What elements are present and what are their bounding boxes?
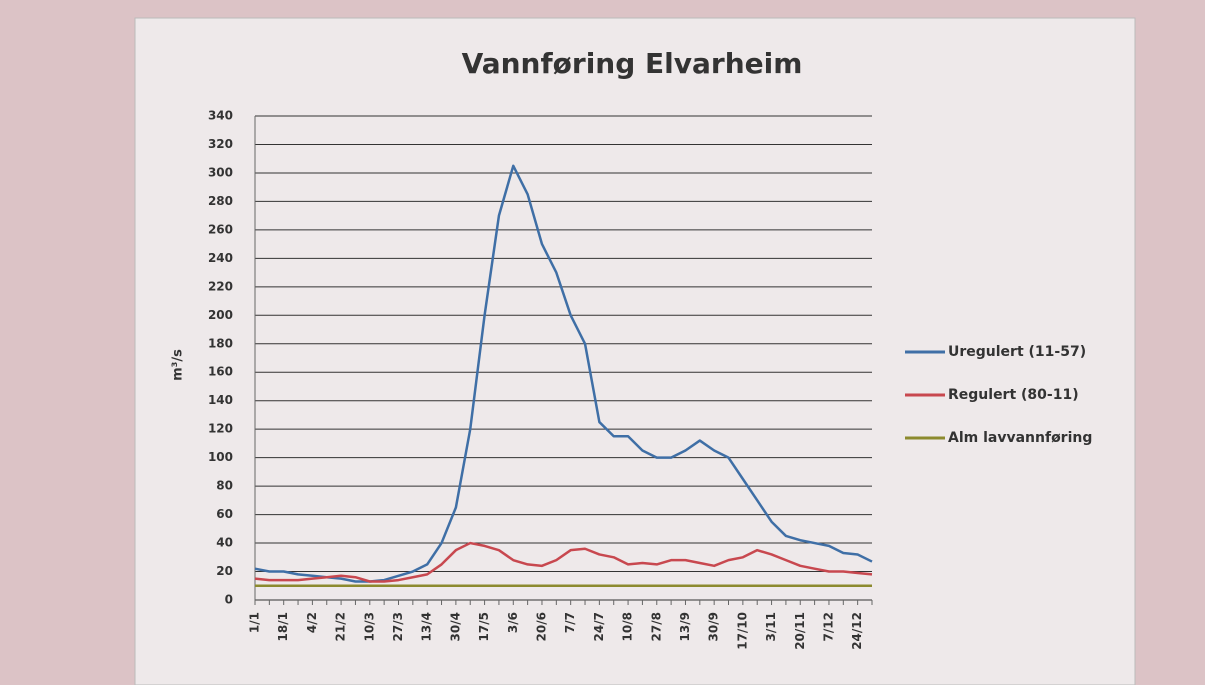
- x-tick-label: 3/6: [506, 612, 520, 633]
- x-tick-label: 3/11: [764, 612, 778, 641]
- x-tick-label: 7/12: [821, 612, 835, 641]
- y-tick-label: 280: [208, 194, 233, 208]
- legend-label: Alm lavvannføring: [948, 430, 1092, 446]
- y-tick-label: 180: [208, 336, 233, 350]
- y-tick-label: 340: [208, 109, 233, 123]
- x-tick-label: 17/10: [735, 612, 749, 650]
- x-tick-label: 10/8: [621, 612, 635, 641]
- x-tick-label: 20/6: [534, 612, 548, 641]
- y-tick-label: 300: [208, 165, 233, 179]
- y-tick-label: 200: [208, 308, 233, 322]
- x-tick-label: 24/12: [850, 612, 864, 650]
- x-tick-label: 30/9: [707, 612, 721, 641]
- legend-label: Uregulert (11-57): [948, 344, 1086, 360]
- y-tick-label: 320: [208, 137, 233, 151]
- y-tick-label: 160: [208, 365, 233, 379]
- x-tick-label: 13/9: [678, 612, 692, 641]
- y-tick-label: 220: [208, 279, 233, 293]
- series-line: [254, 164, 873, 583]
- chart-title: Vannføring Elvarheim: [462, 47, 803, 80]
- y-tick-label: 0: [225, 593, 233, 607]
- x-tick-label: 1/1: [248, 612, 262, 633]
- x-tick-label: 27/8: [649, 612, 663, 641]
- x-tick-label: 4/2: [305, 612, 319, 633]
- x-tick-label: 7/7: [563, 612, 577, 633]
- x-tick-label: 13/4: [420, 612, 434, 641]
- x-tick-label: 18/1: [276, 612, 290, 641]
- y-axis-label: m³/s: [171, 349, 186, 381]
- x-tick-label: 27/3: [391, 612, 405, 641]
- x-tick-label: 17/5: [477, 612, 491, 641]
- x-tick-label: 24/7: [592, 612, 606, 641]
- y-tick-label: 100: [208, 450, 233, 464]
- x-tick-label: 30/4: [448, 612, 462, 641]
- series-line: [254, 541, 873, 583]
- y-tick-label: 20: [216, 564, 233, 578]
- x-tick-label: 21/2: [334, 612, 348, 641]
- y-tick-label: 260: [208, 222, 233, 236]
- x-tick-label: 20/11: [793, 612, 807, 650]
- x-tick-label: 10/3: [362, 612, 376, 641]
- y-tick-label: 60: [216, 507, 233, 521]
- y-tick-label: 240: [208, 251, 233, 265]
- y-tick-label: 120: [208, 422, 233, 436]
- legend-label: Regulert (80-11): [948, 387, 1079, 403]
- y-tick-label: 40: [216, 536, 233, 550]
- y-tick-label: 80: [216, 479, 233, 493]
- y-tick-label: 140: [208, 393, 233, 407]
